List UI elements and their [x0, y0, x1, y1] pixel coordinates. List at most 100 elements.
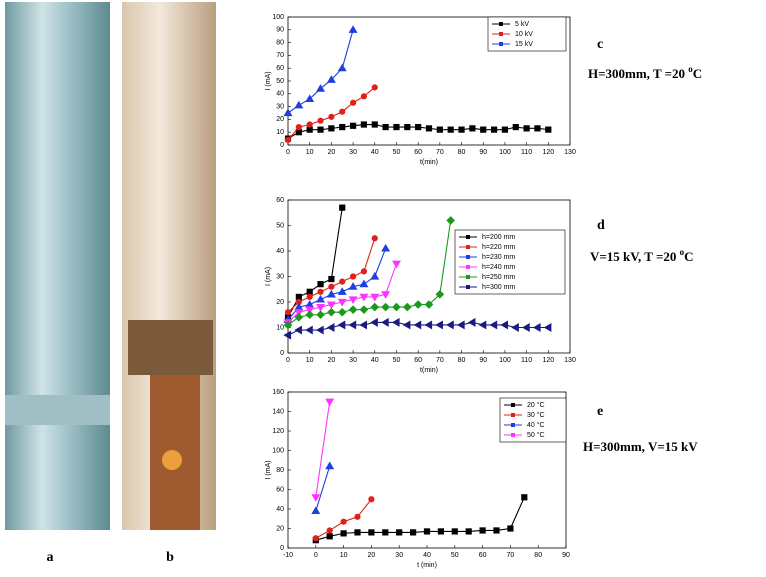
- x-tick-label: 80: [534, 552, 542, 559]
- series-line: [287, 248, 387, 321]
- marker: [305, 325, 313, 335]
- marker: [283, 330, 292, 340]
- chart: 0 10 20 30 40 50 60 70 80 90 100 110 120 130 0 10 20 30 40…: [265, 197, 576, 374]
- marker: [446, 320, 454, 330]
- legend-swatch: [466, 255, 470, 259]
- marker: [284, 136, 292, 143]
- annotation-text: H=300mm, T =20: [588, 66, 688, 81]
- y-tick-label: 40: [276, 248, 284, 255]
- marker: [328, 283, 335, 290]
- x-tick-label: 20: [327, 149, 335, 156]
- x-tick-label: 70: [436, 357, 444, 364]
- y-tick-label: 10: [276, 324, 284, 331]
- x-tick-label: 60: [414, 357, 422, 364]
- marker: [493, 527, 500, 534]
- marker: [311, 494, 321, 502]
- legend-swatch: [466, 265, 470, 269]
- marker: [382, 529, 389, 536]
- marker: [325, 398, 335, 407]
- marker: [326, 323, 335, 332]
- panel-label: b: [166, 550, 174, 565]
- x-tick-label: 90: [479, 357, 487, 364]
- x-tick-label: 50: [393, 149, 401, 156]
- marker: [413, 320, 422, 330]
- y-axis-label: I (mA): [265, 267, 272, 286]
- x-tick-label: 40: [423, 552, 431, 559]
- annotation-text: H=300mm, V=15 kV: [583, 439, 698, 454]
- marker: [368, 496, 375, 503]
- x-tick-label: 40: [371, 149, 379, 156]
- marker: [339, 278, 346, 285]
- x-tick-label: 100: [499, 149, 511, 156]
- marker: [348, 296, 358, 305]
- marker: [534, 125, 541, 132]
- x-tick-label: 50: [451, 552, 459, 559]
- x-tick-label: 130: [564, 149, 576, 156]
- x-tick-label: 30: [349, 149, 357, 156]
- x-tick-label: 110: [521, 149, 532, 156]
- photo-b-glow: [162, 450, 182, 470]
- marker: [337, 298, 347, 307]
- x-tick-label: -10: [283, 552, 293, 559]
- legend-label: 50 °C: [527, 431, 545, 439]
- series-line: [315, 497, 525, 541]
- marker: [349, 99, 357, 106]
- x-tick-label: 100: [499, 357, 511, 364]
- chart: -10 0 10 20 30 40 50 60 70 80 90020406080100120140…: [265, 389, 570, 569]
- annotation-text: V=15 kV, T =20: [590, 249, 680, 264]
- marker: [381, 302, 390, 312]
- marker: [437, 528, 444, 535]
- marker: [467, 317, 476, 327]
- marker: [294, 325, 302, 335]
- annotation-letter: e: [597, 404, 603, 419]
- x-tick-label: 70: [507, 552, 515, 559]
- photo-b-flange: [128, 320, 213, 375]
- y-tick-label: 60: [276, 65, 284, 72]
- x-tick-label: 130: [564, 357, 576, 364]
- legend-label: h=240 mm: [482, 264, 515, 271]
- x-tick-label: 90: [479, 149, 487, 156]
- marker: [326, 289, 336, 298]
- marker: [348, 25, 358, 33]
- marker: [306, 288, 313, 295]
- marker: [507, 525, 514, 532]
- marker: [295, 123, 302, 131]
- x-tick-label: 120: [542, 149, 554, 156]
- legend-swatch: [511, 423, 515, 427]
- marker: [512, 123, 519, 131]
- marker: [337, 307, 347, 317]
- legend-label: 30 °C: [527, 411, 545, 419]
- marker: [370, 271, 380, 280]
- series-line: [287, 220, 452, 326]
- marker: [315, 325, 324, 335]
- annotation-tail: C: [684, 249, 693, 264]
- marker: [359, 320, 368, 330]
- marker: [403, 302, 412, 312]
- y-tick-label: 0: [280, 545, 284, 552]
- marker: [295, 293, 302, 300]
- marker: [469, 125, 476, 132]
- marker: [391, 317, 400, 327]
- marker: [371, 121, 378, 128]
- marker: [305, 299, 315, 308]
- legend-swatch: [499, 32, 503, 36]
- x-axis-label: t(min): [420, 367, 438, 374]
- marker: [458, 126, 465, 133]
- y-tick-label: 50: [276, 78, 284, 85]
- marker: [424, 320, 433, 330]
- marker: [305, 310, 314, 320]
- y-tick-label: 120: [272, 428, 284, 435]
- marker: [306, 121, 313, 128]
- legend-swatch: [511, 403, 515, 407]
- marker: [328, 113, 335, 120]
- legend-box: [454, 229, 566, 295]
- x-tick-label: 0: [286, 357, 290, 364]
- marker: [545, 126, 552, 133]
- marker: [451, 528, 458, 535]
- marker: [359, 293, 369, 302]
- marker: [337, 287, 347, 295]
- marker: [326, 75, 336, 83]
- marker: [294, 309, 304, 317]
- annotation-letter: c: [597, 37, 603, 52]
- marker: [337, 63, 347, 72]
